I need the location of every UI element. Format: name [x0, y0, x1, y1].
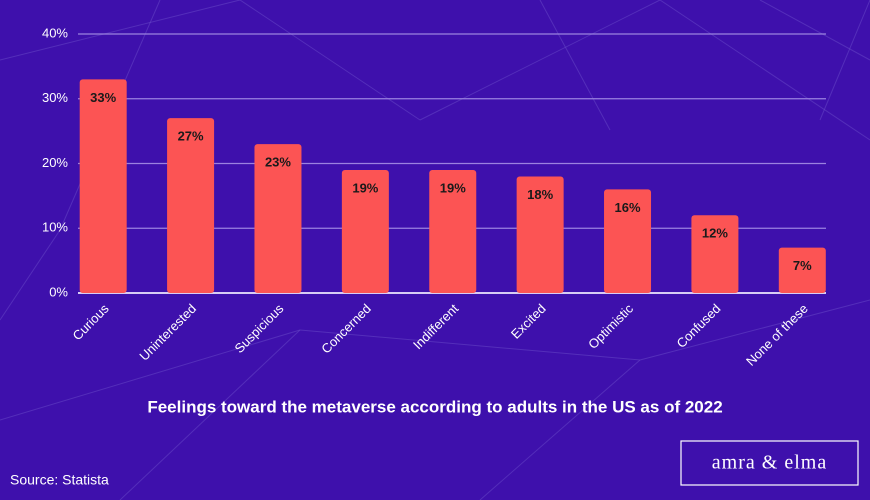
y-tick-label: 20%: [42, 155, 68, 170]
y-tick-label: 30%: [42, 90, 68, 105]
logo-box: [680, 440, 859, 486]
y-tick-label: 40%: [42, 25, 68, 40]
value-label: 18%: [527, 187, 553, 202]
bar: [691, 215, 739, 293]
value-label: 27%: [178, 129, 204, 144]
value-label: 33%: [90, 90, 116, 105]
bar: [778, 247, 826, 293]
source: Source: Statista: [10, 472, 109, 488]
logo: amra & elma: [712, 452, 827, 474]
value-label: 19%: [440, 180, 466, 195]
chart-title: Feelings toward the metaverse according …: [147, 397, 722, 416]
bar: [604, 189, 652, 293]
bar: [254, 144, 302, 293]
bar: [79, 79, 127, 293]
bar: [341, 169, 389, 293]
y-tick-label: 0%: [49, 284, 68, 299]
value-label: 19%: [352, 180, 378, 195]
y-tick-label: 10%: [42, 220, 68, 235]
value-label: 23%: [265, 155, 291, 170]
value-label: 16%: [615, 200, 641, 215]
bar: [516, 176, 564, 293]
bar: [167, 118, 215, 293]
value-label: 7%: [793, 258, 812, 273]
value-label: 12%: [702, 226, 728, 241]
bar: [429, 169, 477, 293]
